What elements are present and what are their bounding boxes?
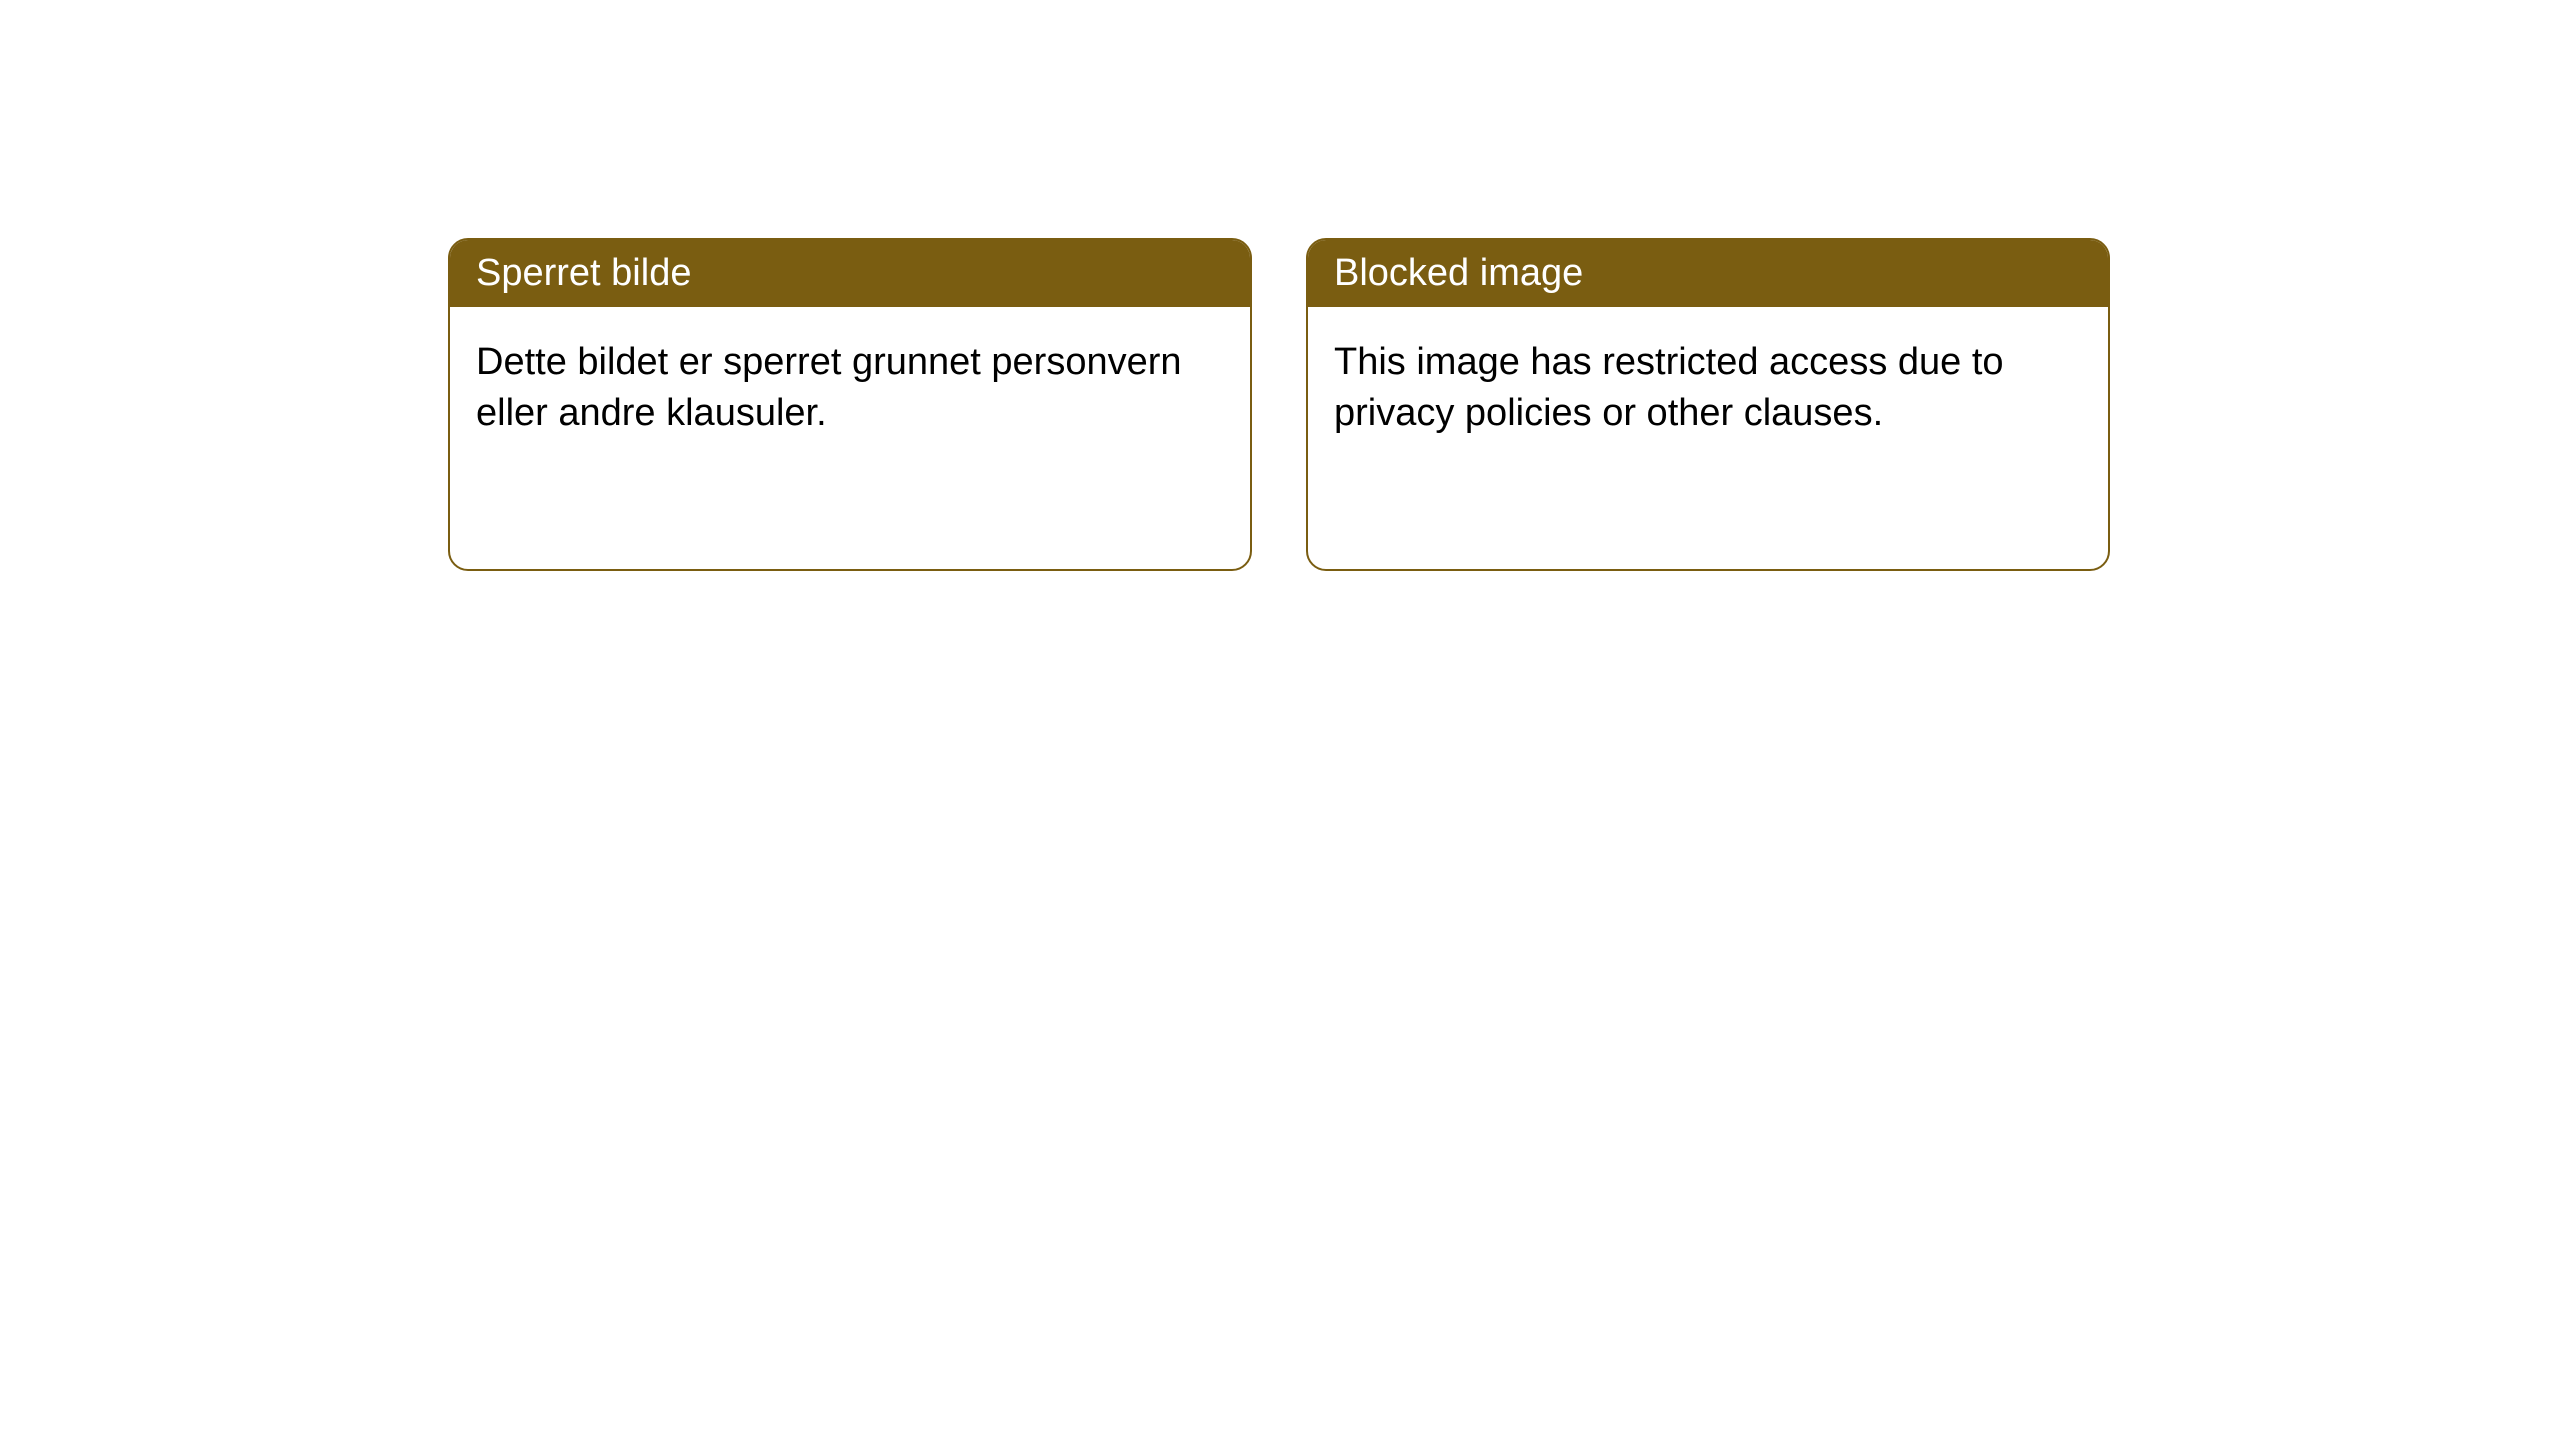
notice-card-header: Blocked image (1308, 240, 2108, 307)
notice-card-body: This image has restricted access due to … (1308, 307, 2108, 470)
notice-container: Sperret bilde Dette bildet er sperret gr… (0, 0, 2560, 571)
notice-card-text: Dette bildet er sperret grunnet personve… (476, 341, 1182, 434)
notice-card-norwegian: Sperret bilde Dette bildet er sperret gr… (448, 238, 1252, 571)
notice-card-title: Sperret bilde (476, 252, 691, 294)
notice-card-title: Blocked image (1334, 252, 1583, 294)
notice-card-header: Sperret bilde (450, 240, 1250, 307)
notice-card-english: Blocked image This image has restricted … (1306, 238, 2110, 571)
notice-card-body: Dette bildet er sperret grunnet personve… (450, 307, 1250, 470)
notice-card-text: This image has restricted access due to … (1334, 341, 2004, 434)
